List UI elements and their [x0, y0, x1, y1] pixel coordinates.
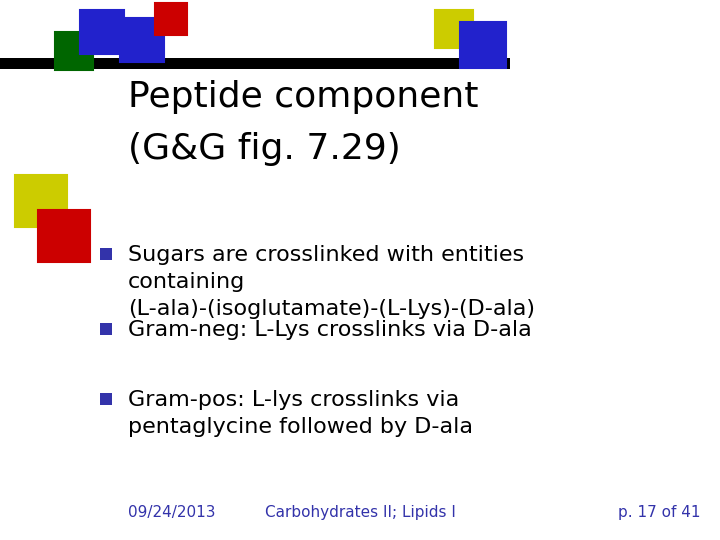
Text: 09/24/2013: 09/24/2013: [128, 505, 215, 520]
Text: p. 17 of 41: p. 17 of 41: [618, 505, 700, 520]
Text: Gram-pos: L-lys crosslinks via
pentaglycine followed by D-ala: Gram-pos: L-lys crosslinks via pentaglyc…: [128, 390, 473, 437]
Bar: [435, 10, 473, 48]
Text: (G&G fig. 7.29): (G&G fig. 7.29): [128, 132, 401, 166]
Bar: [100, 323, 112, 335]
Bar: [100, 248, 112, 260]
Bar: [55, 32, 93, 70]
Bar: [80, 10, 124, 54]
Bar: [38, 210, 90, 262]
Bar: [15, 175, 67, 227]
Text: Carbohydrates II; Lipids I: Carbohydrates II; Lipids I: [264, 505, 456, 520]
Bar: [155, 3, 187, 35]
Bar: [0, 58, 510, 69]
Text: Peptide component: Peptide component: [128, 80, 479, 114]
Text: Gram-neg: L-Lys crosslinks via D-ala: Gram-neg: L-Lys crosslinks via D-ala: [128, 320, 532, 340]
Text: Sugars are crosslinked with entities
containing
(L-ala)-(isoglutamate)-(L-Lys)-(: Sugars are crosslinked with entities con…: [128, 245, 535, 319]
Bar: [100, 393, 112, 405]
Bar: [120, 18, 164, 62]
Bar: [460, 22, 506, 68]
